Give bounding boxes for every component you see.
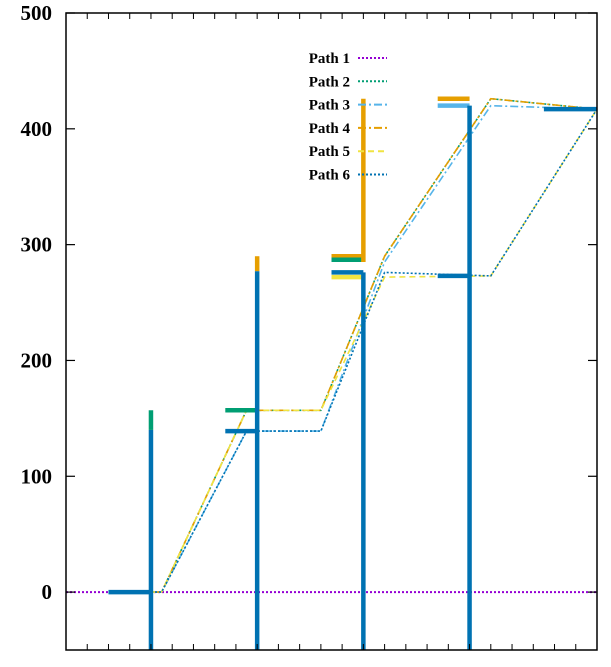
legend-label-path-3: Path 3 — [309, 98, 350, 114]
y-tick-label: 100 — [21, 464, 53, 488]
plot-marks — [66, 96, 598, 650]
y-tick-label: 500 — [21, 1, 53, 25]
series-line-path-6 — [119, 108, 598, 593]
legend-label-path-5: Path 5 — [309, 144, 350, 160]
y-axis: 0 100 200 300 400 500 — [21, 1, 597, 604]
legend-label-path-1: Path 1 — [309, 51, 350, 67]
legend-label-path-4: Path 4 — [309, 121, 351, 137]
x-axis — [65, 13, 598, 650]
y-tick-label: 300 — [21, 233, 53, 257]
legend-label-path-6: Path 6 — [309, 168, 351, 184]
legend: Path 1 Path 2 Path 3 Path 4 Path 5 Path 6 — [309, 51, 387, 184]
plot-frame — [65, 12, 598, 651]
y-tick-label: 0 — [42, 580, 53, 604]
series-line-path-3 — [119, 104, 598, 593]
series-line-path-4 — [119, 97, 598, 593]
series-line-path-2 — [119, 97, 598, 593]
y-tick-label: 200 — [21, 348, 53, 372]
y-tick-label: 400 — [21, 117, 53, 141]
legend-label-path-2: Path 2 — [309, 74, 350, 90]
